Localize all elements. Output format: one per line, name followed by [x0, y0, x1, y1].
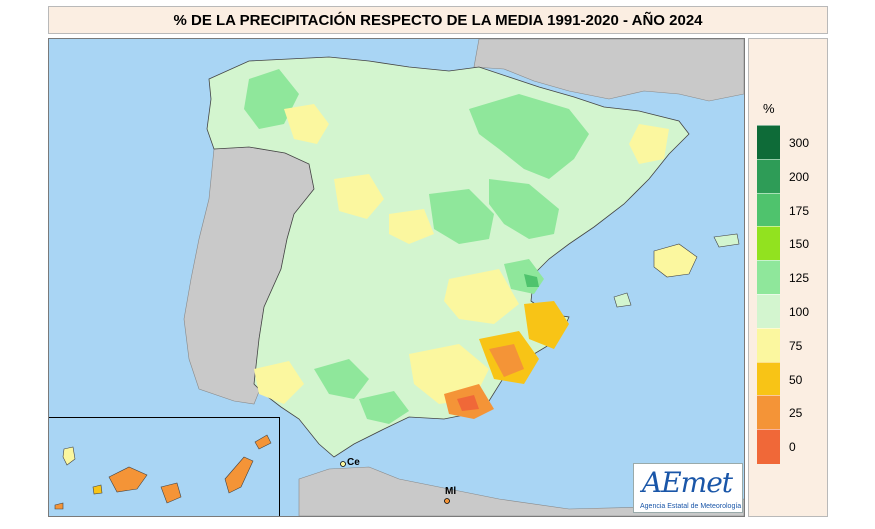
yellow-zone-catalonia — [629, 124, 669, 164]
melilla-marker — [444, 498, 450, 504]
legend-swatch — [757, 395, 780, 430]
legend-swatch — [757, 327, 780, 363]
legend-unit: % — [763, 101, 775, 116]
legend-swatch — [757, 294, 780, 329]
legend-swatch — [757, 226, 780, 261]
aemet-logo: AEmet Agencia Estatal de Meteorología — [633, 463, 743, 513]
yellow-zone-madrid — [389, 209, 434, 244]
canary-island-tenerife — [108, 466, 148, 493]
yellow-zone-lamancha — [444, 269, 519, 324]
legend-swatch — [757, 158, 780, 194]
canary-islands-group — [54, 434, 272, 510]
orange-zone-murcia-dry — [489, 344, 524, 377]
africa-landmass — [298, 466, 744, 516]
map-title: % DE LA PRECIPITACIÓN RESPECTO DE LA MED… — [48, 6, 828, 34]
map-title-text: % DE LA PRECIPITACIÓN RESPECTO DE LA MED… — [173, 11, 703, 29]
legend-tick-label: 300 — [789, 135, 810, 150]
legend-swatch — [757, 429, 780, 464]
legend-swatch — [757, 361, 780, 397]
green-zone-pyrenees — [469, 94, 589, 179]
ceuta-label: Ce — [347, 457, 360, 468]
menorca-island — [713, 233, 740, 248]
canary-island-grancanaria — [160, 482, 182, 504]
legend-tick-label: 0 — [789, 440, 796, 455]
yellow-zone-castilla — [334, 174, 384, 219]
precipitation-map: Ce Ml AEmet Agencia Estatal de Meteorolo… — [48, 38, 745, 517]
green-zone-andalucia — [314, 359, 369, 399]
map-canvas — [54, 39, 744, 516]
ibiza-island — [613, 292, 632, 308]
legend-tick-label: 25 — [789, 406, 803, 421]
legend-tick-label: 75 — [789, 338, 803, 353]
yellow-zone-southwest — [254, 361, 304, 404]
green-zone-ebro — [489, 179, 559, 239]
legend-swatch — [757, 260, 780, 295]
yellow-zone-north — [284, 104, 329, 144]
ceuta-marker — [340, 461, 346, 467]
france-landmass — [473, 39, 744, 102]
canary-island-2 — [92, 484, 103, 495]
green-zone-valencia-core — [524, 274, 539, 287]
legend-tick-label: 100 — [789, 304, 810, 319]
green-zone-north — [244, 69, 299, 129]
canary-island-fuerteventura — [224, 456, 254, 494]
mallorca-island — [653, 243, 698, 278]
legend-tick-label: 200 — [789, 169, 810, 184]
green-zone-guadalquivir — [359, 391, 409, 424]
aemet-logo-sub: Agencia Estatal de Meteorología — [640, 503, 742, 510]
legend-swatch — [757, 125, 780, 160]
legend-tick-label: 175 — [789, 203, 810, 218]
legend-tick-label: 125 — [789, 271, 810, 286]
orange-zone-alicante — [524, 301, 569, 349]
melilla-label: Ml — [445, 486, 457, 497]
legend-panel: % 300 200 175 150 125 100 75 50 25 0 — [748, 38, 828, 517]
legend-tick-label: 50 — [789, 372, 803, 387]
green-zone-center — [429, 189, 494, 244]
canary-inset-frame — [49, 417, 280, 516]
canary-island-lanzarote — [254, 434, 272, 450]
legend-swatch — [757, 192, 780, 228]
aemet-logo-main: AEmet — [642, 466, 733, 499]
canary-island-1 — [62, 446, 76, 466]
canary-island-hierro — [54, 502, 64, 510]
orange-zone-almeria-core — [457, 395, 479, 411]
legend-tick-label: 150 — [789, 237, 810, 252]
